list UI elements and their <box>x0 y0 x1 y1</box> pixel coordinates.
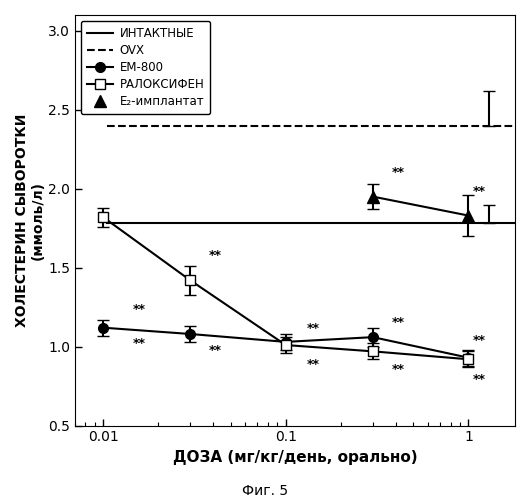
Text: Фиг. 5: Фиг. 5 <box>242 484 288 498</box>
Text: **: ** <box>209 344 222 357</box>
Text: **: ** <box>472 334 485 347</box>
Text: **: ** <box>209 250 222 262</box>
Text: **: ** <box>392 316 404 330</box>
Text: **: ** <box>392 166 404 179</box>
Legend: ИНТАКТНЫЕ, OVX, EM-800, РАЛОКСИФЕН, E₂-имплантат: ИНТАКТНЫЕ, OVX, EM-800, РАЛОКСИФЕН, E₂-и… <box>81 21 210 114</box>
Text: **: ** <box>306 322 320 335</box>
Text: **: ** <box>132 337 146 350</box>
Text: **: ** <box>392 363 404 376</box>
Text: **: ** <box>472 374 485 386</box>
X-axis label: ДОЗА (мг/кг/день, орально): ДОЗА (мг/кг/день, орально) <box>173 450 417 465</box>
Text: **: ** <box>306 358 320 372</box>
Text: **: ** <box>132 303 146 316</box>
Text: **: ** <box>472 186 485 198</box>
Y-axis label: ХОЛЕСТЕРИН СЫВОРОТКИ
(ммоль/л): ХОЛЕСТЕРИН СЫВОРОТКИ (ммоль/л) <box>15 114 45 327</box>
